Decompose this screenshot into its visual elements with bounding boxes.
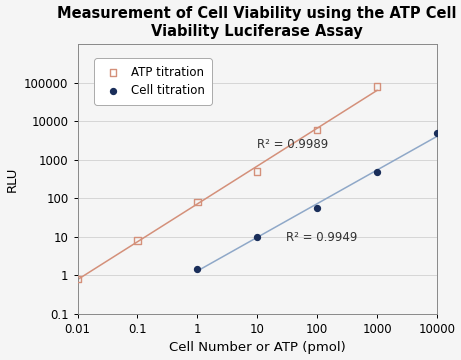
Cell titration — [254, 234, 261, 240]
Y-axis label: RLU: RLU — [6, 166, 18, 192]
Text: R² = 0.9989: R² = 0.9989 — [257, 138, 329, 151]
Cell titration — [313, 206, 321, 211]
Title: Measurement of Cell Viability using the ATP Cell
Viability Luciferase Assay: Measurement of Cell Viability using the … — [58, 5, 457, 39]
ATP titration — [74, 276, 81, 282]
X-axis label: Cell Number or ATP (pmol): Cell Number or ATP (pmol) — [169, 341, 346, 355]
ATP titration — [134, 238, 141, 243]
ATP titration — [254, 168, 261, 174]
ATP titration — [194, 199, 201, 205]
Cell titration — [433, 130, 441, 136]
Legend: ATP titration, Cell titration: ATP titration, Cell titration — [94, 58, 212, 104]
Text: R² = 0.9949: R² = 0.9949 — [286, 231, 357, 244]
ATP titration — [313, 127, 321, 133]
ATP titration — [373, 84, 381, 90]
Cell titration — [373, 168, 381, 174]
Cell titration — [194, 266, 201, 271]
